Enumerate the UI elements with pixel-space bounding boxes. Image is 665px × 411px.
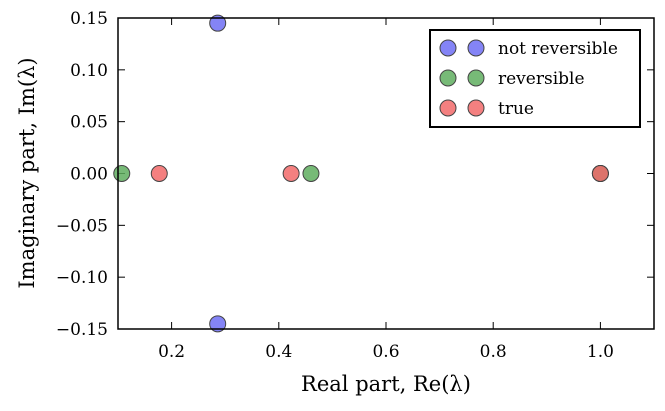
data-point-not-reversible: [209, 315, 227, 333]
legend-marker-true: [467, 99, 485, 117]
y-tick-label: −0.05: [56, 216, 108, 236]
x-tick-label: 1.0: [587, 342, 614, 362]
y-tick-label: 0.05: [70, 113, 108, 133]
axis-ticks: 0.2 0.4 0.6 0.8 1.0 0.15 0.10 0.05 0.00 −0.05 −0.1…: [56, 9, 654, 362]
legend-frame: [429, 29, 641, 128]
y-tick-label: −0.15: [56, 320, 108, 340]
x-tick-label: 0.8: [480, 342, 507, 362]
data-point-true: [150, 165, 168, 182]
data-point-not-reversible: [209, 14, 227, 32]
data-point-reversible: [302, 165, 320, 182]
y-axis-label: Imaginary part, Im(λ): [15, 57, 39, 288]
x-tick-label: 0.6: [372, 342, 399, 362]
data-point-reversible: [113, 165, 131, 182]
legend-marker-reversible: [467, 69, 485, 87]
data-point-true: [591, 165, 609, 182]
y-tick-label: −0.10: [56, 268, 108, 288]
legend-marker-true: [439, 99, 457, 117]
x-axis-label: Real part, Re(λ): [301, 372, 471, 396]
legend-marker-not-reversible: [439, 39, 457, 57]
plot-points: [113, 14, 609, 333]
legend-marker-not-reversible: [467, 39, 485, 57]
data-point-true: [282, 165, 300, 182]
legend-label-reversible: reversible: [498, 69, 585, 89]
y-tick-label: 0.15: [70, 9, 108, 29]
x-tick-label: 0.4: [265, 342, 292, 362]
legend: not reversible reversible true: [429, 29, 641, 128]
legend-label-true: true: [498, 99, 534, 119]
legend-marker-reversible: [439, 69, 457, 87]
y-tick-label: 0.10: [70, 61, 108, 81]
legend-label-not-reversible: not reversible: [498, 39, 618, 59]
plot-frame: [117, 17, 655, 330]
x-tick-label: 0.2: [158, 342, 185, 362]
y-tick-label: 0.00: [70, 165, 108, 185]
